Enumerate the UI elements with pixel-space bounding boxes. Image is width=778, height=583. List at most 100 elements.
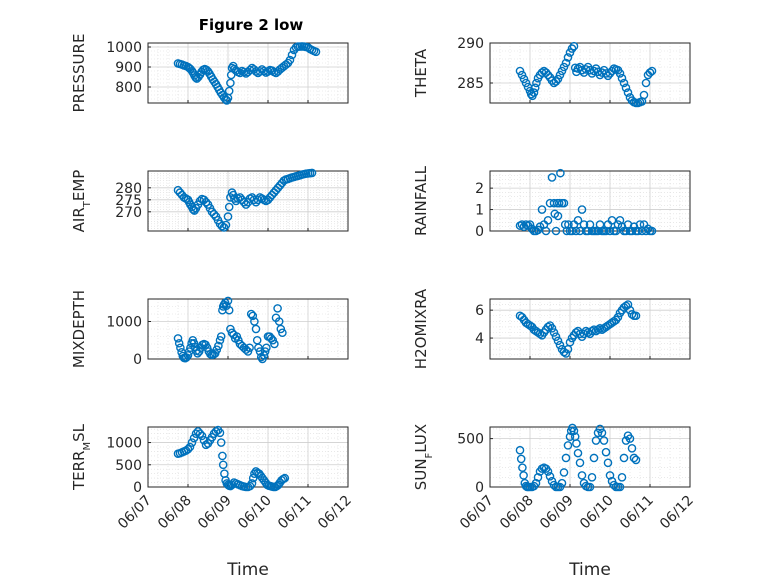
axes-box [489,42,691,104]
y-tick-label: 290 [457,36,484,52]
data-point [551,226,561,236]
data-point [559,468,569,477]
data-point [549,328,559,337]
data-point [619,453,629,463]
data-point [625,305,635,315]
data-point [561,58,571,68]
data-point [615,69,625,78]
data-point [260,347,270,356]
x-tick-label: 06/11 [617,493,657,533]
y-axis-label: THETA [412,48,430,98]
y-tick-label: 280 [115,181,142,197]
data-point [605,226,615,236]
data-point [547,324,557,333]
data-point [287,50,297,60]
data-point [259,66,269,76]
data-point [623,300,633,309]
data-point [571,328,581,337]
y-tick-label: 500 [457,432,484,448]
y-axis-label: MIXDEPTH [70,290,88,368]
data-point [187,438,197,447]
data-point [521,78,531,88]
data-point [311,47,321,57]
data-point [239,197,249,207]
subplot-terr-msl: 0 500 1000 06/07 06/08 06/09 06/10 06/11 06/12 TE… [70,423,355,580]
data-point [530,83,540,93]
data-point [183,444,193,454]
data-point [589,325,599,334]
data-point [573,64,583,73]
y-axis-label: H2OMIXRA [412,288,430,369]
data-point [215,428,225,438]
y-axis-label: AIRTEMP [70,170,93,233]
data-point [251,324,261,334]
data-point [533,473,543,482]
x-tick-label: 06/12 [315,493,355,533]
subplot-mixdepth: 0 1000 MIXDEPTH [70,290,349,368]
data-point [629,453,639,463]
data-point [183,350,193,360]
data-point [518,463,527,472]
data-point [621,436,631,445]
subplot-sun-flux: 0 500 06/07 06/08 06/09 06/10 06/11 06/12 SUNFLU… [412,423,697,580]
data-point [567,44,577,53]
data-point [589,66,599,76]
data-point [554,198,564,208]
x-tick-label: 06/07 [115,493,155,533]
data-point [197,431,207,441]
data-point [516,454,526,464]
data-point [569,426,579,436]
data-point [263,67,273,76]
data-point [547,76,557,85]
data-point [531,478,541,488]
figure-title: Figure 2 low [199,16,304,34]
x-tick-label: 06/10 [577,493,617,533]
data-point [519,74,529,84]
data-point [627,310,637,319]
data-point [573,448,583,458]
y-tick-label: 0 [133,480,142,496]
data-point [253,195,263,205]
data-point [270,339,279,349]
data-point [285,55,295,65]
data-point [565,432,575,441]
data-point [559,62,569,72]
data-point [619,78,629,88]
data-point [545,472,555,481]
data-point [557,66,567,76]
y-tick-label: 6 [475,303,484,319]
data-point [559,198,569,208]
y-tick-label: 0 [133,352,142,368]
data-point [627,226,637,236]
data-point [216,438,226,447]
data-point [195,196,205,206]
data-point [519,471,528,480]
data-point [581,65,591,74]
data-point [623,88,633,97]
data-point [273,304,282,313]
data-point [613,312,623,322]
data-point [201,197,211,207]
data-point [176,343,185,353]
data-point [557,478,567,488]
data-point [647,66,657,76]
data-point [173,334,183,343]
data-point [563,441,573,450]
x-tick-label: 06/08 [155,493,195,533]
data-point [517,70,527,80]
subplot-theta: 285 290 THETA [412,36,691,108]
data-point [603,458,613,468]
data-point [589,453,599,463]
data-point [565,337,575,347]
data-point [246,309,256,319]
data-point [223,212,233,221]
data-point [553,336,563,346]
data-point [607,215,617,225]
data-point [515,66,525,76]
data-point [219,223,229,232]
y-tick-label: 1000 [106,315,142,331]
y-tick-label: 500 [115,458,142,474]
data-point [553,74,563,84]
x-tick-label: 06/09 [537,493,577,533]
